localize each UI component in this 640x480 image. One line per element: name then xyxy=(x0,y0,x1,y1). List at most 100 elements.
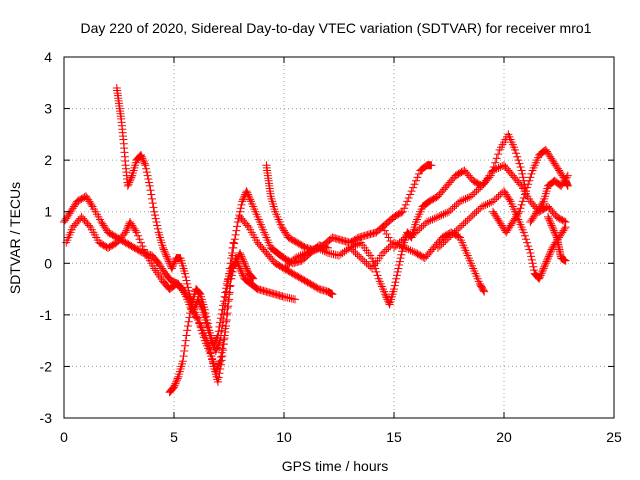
axis-ticks: 0 5 10 15 20 25 -3 -2 -1 0 1 2 3 4 xyxy=(40,49,622,445)
data-point xyxy=(134,231,143,240)
data-point xyxy=(181,273,190,282)
data-point xyxy=(124,180,133,189)
data-point xyxy=(296,251,305,260)
data-point xyxy=(523,183,532,192)
data-point xyxy=(380,226,389,235)
data-point xyxy=(232,226,241,235)
data-point xyxy=(541,261,550,270)
data-point xyxy=(216,365,225,374)
data-point xyxy=(372,267,381,276)
data-point xyxy=(518,197,527,206)
data-point xyxy=(456,197,464,206)
data-point xyxy=(139,157,148,166)
data-point xyxy=(382,293,391,302)
data-point xyxy=(355,252,364,261)
data-point xyxy=(138,242,147,251)
data-point xyxy=(156,273,165,282)
data-point xyxy=(178,357,187,366)
data-point xyxy=(123,181,132,190)
data-point xyxy=(222,284,231,293)
data-point xyxy=(121,228,130,237)
data-point xyxy=(481,200,490,209)
data-point xyxy=(413,173,422,182)
data-point xyxy=(560,224,569,233)
data-point xyxy=(446,205,455,214)
data-point xyxy=(446,231,455,240)
data-point xyxy=(222,322,231,331)
x-tick-label: 15 xyxy=(386,429,402,445)
data-point xyxy=(541,259,550,268)
data-point xyxy=(494,192,503,201)
data-point xyxy=(303,248,312,257)
data-point xyxy=(141,161,150,170)
data-point xyxy=(139,156,148,165)
data-point xyxy=(535,274,544,283)
data-point xyxy=(168,262,177,271)
data-point xyxy=(398,207,407,216)
data-point xyxy=(412,176,420,185)
series-track-2 xyxy=(62,212,299,386)
data-point xyxy=(545,216,554,225)
data-point xyxy=(397,208,406,217)
data-point xyxy=(219,301,228,310)
data-point xyxy=(243,266,252,275)
data-point xyxy=(546,219,555,228)
data-point xyxy=(468,190,477,199)
data-point xyxy=(516,180,525,189)
data-point xyxy=(218,352,227,361)
plot-frame xyxy=(63,56,615,419)
data-point xyxy=(172,376,181,385)
data-point xyxy=(515,159,524,168)
y-tick-label: -2 xyxy=(40,358,53,374)
data-point xyxy=(216,314,225,323)
data-point xyxy=(211,346,220,355)
data-point xyxy=(517,166,526,175)
data-point xyxy=(216,318,225,327)
data-point xyxy=(236,250,245,259)
data-point xyxy=(492,164,501,173)
data-point xyxy=(247,273,256,282)
data-point xyxy=(211,338,220,347)
data-point xyxy=(472,207,481,216)
data-point xyxy=(294,252,303,261)
data-point xyxy=(138,154,147,163)
data-point xyxy=(544,252,553,261)
data-point xyxy=(237,200,246,209)
data-point xyxy=(537,269,546,278)
data-point xyxy=(243,188,252,197)
data-point xyxy=(220,292,229,301)
data-point xyxy=(409,183,418,192)
data-point xyxy=(404,245,413,254)
data-point xyxy=(149,203,158,212)
data-point xyxy=(426,216,435,225)
data-point xyxy=(281,262,290,271)
y-tick-label: -3 xyxy=(40,410,53,426)
data-point xyxy=(170,383,178,392)
data-point xyxy=(379,248,387,257)
data-point xyxy=(395,238,404,247)
data-point xyxy=(457,196,466,205)
data-point xyxy=(147,190,156,199)
data-point xyxy=(538,199,547,208)
data-point xyxy=(238,255,247,264)
data-point xyxy=(349,247,358,256)
data-point xyxy=(210,340,219,349)
data-point xyxy=(391,242,400,251)
data-point xyxy=(432,213,441,222)
data-point xyxy=(518,169,527,178)
data-point xyxy=(515,207,524,216)
data-point xyxy=(494,150,503,159)
data-point xyxy=(216,352,225,361)
data-point xyxy=(448,230,457,239)
data-point xyxy=(244,190,253,199)
data-point xyxy=(235,211,244,220)
data-point xyxy=(550,228,559,237)
data-point xyxy=(179,352,188,361)
data-point xyxy=(201,309,210,318)
data-point xyxy=(551,230,560,239)
data-point xyxy=(231,230,240,239)
data-point xyxy=(159,243,167,252)
data-point xyxy=(559,226,568,235)
data-point xyxy=(519,193,528,202)
data-point xyxy=(249,274,258,283)
